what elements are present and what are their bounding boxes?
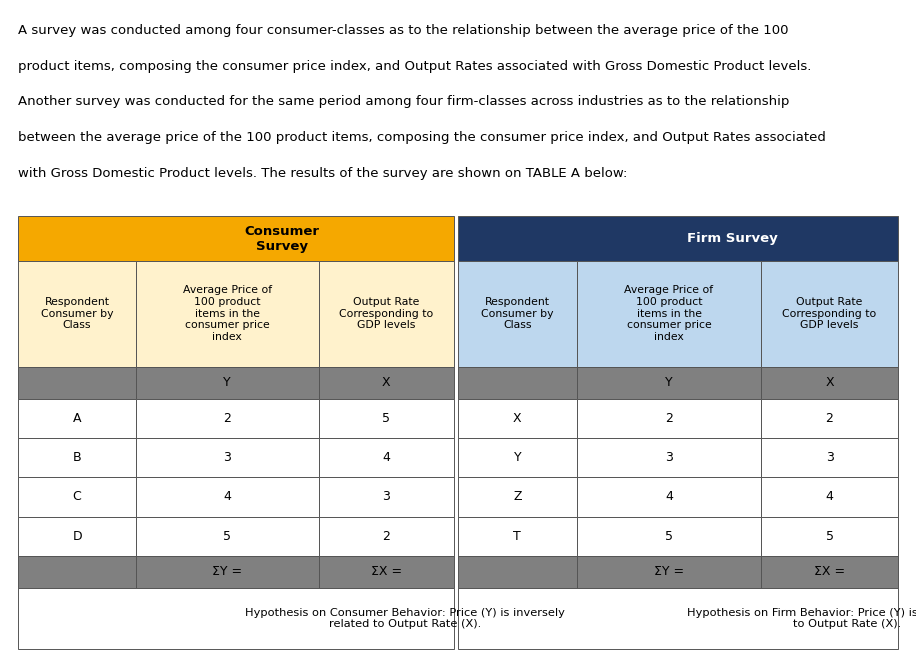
Text: 5: 5 <box>224 530 231 543</box>
Bar <box>18 367 136 398</box>
Bar <box>458 216 898 260</box>
Text: between the average price of the 100 product items, composing the consumer price: between the average price of the 100 pro… <box>18 131 826 144</box>
Text: with Gross Domestic Product levels. The results of the survey are shown on TABLE: with Gross Domestic Product levels. The … <box>18 167 627 180</box>
Bar <box>761 477 898 517</box>
Bar <box>136 556 319 588</box>
Text: 3: 3 <box>825 451 834 464</box>
Bar <box>458 438 577 477</box>
Bar <box>18 260 136 367</box>
Bar <box>761 556 898 588</box>
Text: Z: Z <box>513 491 521 503</box>
Text: 5: 5 <box>382 412 390 424</box>
Text: 3: 3 <box>665 451 673 464</box>
Bar <box>319 517 453 556</box>
Text: ΣX =: ΣX = <box>814 565 845 579</box>
Bar <box>458 556 577 588</box>
Bar <box>458 398 577 438</box>
Bar <box>136 438 319 477</box>
Text: X: X <box>513 412 522 424</box>
Text: B: B <box>72 451 82 464</box>
Text: 2: 2 <box>825 412 834 424</box>
Text: 5: 5 <box>825 530 834 543</box>
Bar <box>458 477 577 517</box>
Bar <box>18 588 453 649</box>
Text: 2: 2 <box>382 530 390 543</box>
Text: 5: 5 <box>665 530 673 543</box>
Text: Output Rate
Corresponding to
GDP levels: Output Rate Corresponding to GDP levels <box>339 297 433 330</box>
Text: A survey was conducted among four consumer-classes as to the relationship betwee: A survey was conducted among four consum… <box>18 24 789 37</box>
Bar <box>18 438 136 477</box>
Text: ΣX =: ΣX = <box>371 565 402 579</box>
Bar <box>319 398 453 438</box>
Bar <box>761 517 898 556</box>
Text: Respondent
Consumer by
Class: Respondent Consumer by Class <box>481 297 553 330</box>
Text: Average Price of
100 product
items in the
consumer price
index: Average Price of 100 product items in th… <box>182 285 272 342</box>
Bar <box>136 367 319 398</box>
Text: D: D <box>72 530 82 543</box>
Bar <box>136 260 319 367</box>
Bar <box>458 367 577 398</box>
Bar <box>319 260 453 367</box>
Text: Another survey was conducted for the same period among four firm-classes across : Another survey was conducted for the sam… <box>18 95 790 108</box>
Text: 4: 4 <box>665 491 673 503</box>
Text: Hypothesis on Firm Behavior: Price (Y) is directly related
to Output Rate (X).: Hypothesis on Firm Behavior: Price (Y) i… <box>687 608 916 630</box>
Bar <box>577 517 761 556</box>
Bar <box>761 438 898 477</box>
Bar <box>577 477 761 517</box>
Text: Consumer
Survey: Consumer Survey <box>245 224 320 253</box>
Bar <box>18 517 136 556</box>
Text: Y: Y <box>665 376 673 389</box>
Text: 2: 2 <box>224 412 231 424</box>
Text: Y: Y <box>514 451 521 464</box>
Bar <box>761 398 898 438</box>
Bar <box>458 517 577 556</box>
Bar <box>319 367 453 398</box>
Bar <box>577 367 761 398</box>
Text: Firm Survey: Firm Survey <box>687 232 778 245</box>
Bar <box>458 588 898 649</box>
Bar <box>136 517 319 556</box>
Bar <box>18 398 136 438</box>
Text: Output Rate
Corresponding to
GDP levels: Output Rate Corresponding to GDP levels <box>782 297 877 330</box>
Text: ΣY =: ΣY = <box>213 565 243 579</box>
Bar <box>319 556 453 588</box>
Text: C: C <box>72 491 82 503</box>
Text: 3: 3 <box>224 451 231 464</box>
Text: 3: 3 <box>382 491 390 503</box>
Bar <box>577 398 761 438</box>
Bar <box>319 438 453 477</box>
Text: X: X <box>825 376 834 389</box>
Bar <box>136 398 319 438</box>
Bar <box>458 260 577 367</box>
Text: Hypothesis on Consumer Behavior: Price (Y) is inversely
related to Output Rate (: Hypothesis on Consumer Behavior: Price (… <box>245 608 564 630</box>
Text: Average Price of
100 product
items in the
consumer price
index: Average Price of 100 product items in th… <box>625 285 714 342</box>
Text: Y: Y <box>224 376 231 389</box>
Bar <box>18 477 136 517</box>
Text: 4: 4 <box>825 491 834 503</box>
Text: 4: 4 <box>382 451 390 464</box>
Text: X: X <box>382 376 390 389</box>
Bar <box>18 556 136 588</box>
Bar <box>18 216 453 260</box>
Bar <box>136 477 319 517</box>
Bar <box>319 477 453 517</box>
Text: T: T <box>514 530 521 543</box>
Bar <box>577 438 761 477</box>
Text: Respondent
Consumer by
Class: Respondent Consumer by Class <box>41 297 114 330</box>
Bar <box>761 367 898 398</box>
Text: ΣY =: ΣY = <box>654 565 684 579</box>
Text: product items, composing the consumer price index, and Output Rates associated w: product items, composing the consumer pr… <box>18 60 812 73</box>
Text: 4: 4 <box>224 491 231 503</box>
Bar <box>577 556 761 588</box>
Bar <box>577 260 761 367</box>
Text: A: A <box>73 412 82 424</box>
Text: 2: 2 <box>665 412 673 424</box>
Bar <box>761 260 898 367</box>
